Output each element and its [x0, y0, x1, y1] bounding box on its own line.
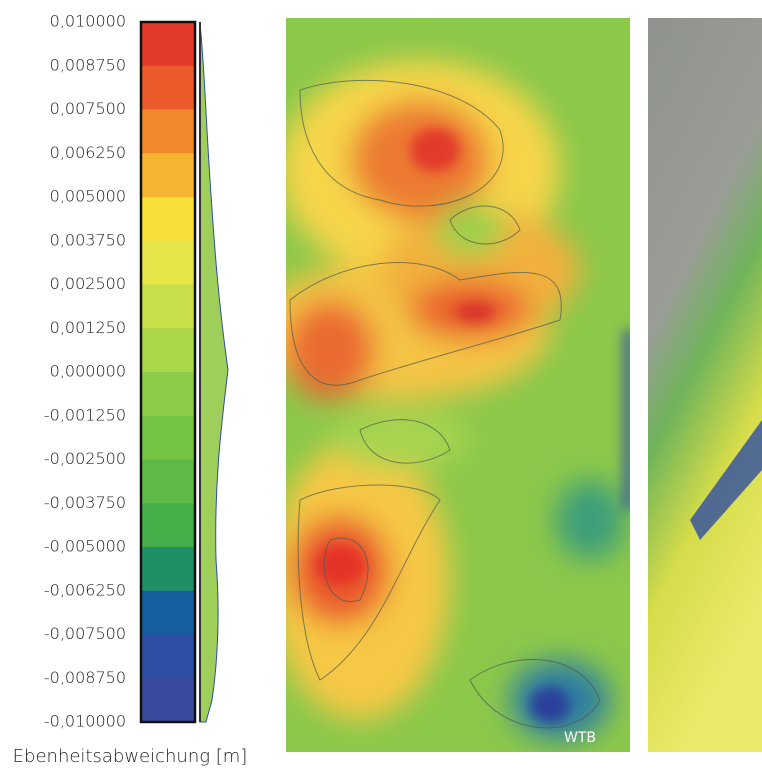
legend-label: 0,007500	[50, 99, 126, 118]
legend-label: 0,000000	[50, 362, 126, 381]
legend-label: -0,007500	[44, 624, 126, 643]
legend-label: 0,006250	[50, 143, 126, 162]
color-band	[141, 153, 195, 197]
legend-label: 0,002500	[50, 274, 126, 293]
figure: 0,010000 0,008750 0,007500 0,006250 0,005000…	[0, 0, 762, 769]
legend-label: -0,002500	[44, 449, 126, 468]
color-band	[141, 66, 195, 110]
color-band	[141, 547, 195, 591]
legend-label: 0,003750	[50, 230, 126, 249]
color-band	[141, 591, 195, 635]
color-band	[141, 110, 195, 154]
legend-label: -0,001250	[44, 405, 126, 424]
color-band	[141, 635, 195, 679]
color-band	[141, 416, 195, 460]
flatness-map	[250, 18, 632, 752]
legend-label: 0,001250	[50, 318, 126, 337]
legend-label: -0,008750	[44, 668, 126, 687]
legend-label: 0,005000	[50, 187, 126, 206]
legend-label: -0,003750	[44, 493, 126, 512]
color-band	[141, 372, 195, 416]
caption: Ebenheitsabweichung [m]	[13, 746, 248, 767]
color-band	[141, 503, 195, 547]
color-band	[141, 197, 195, 241]
color-band	[141, 241, 195, 285]
color-band	[141, 678, 195, 722]
legend-label: -0,010000	[44, 712, 126, 731]
color-band	[141, 328, 195, 372]
legend-label: -0,006250	[44, 580, 126, 599]
legend-label: 0,010000	[50, 12, 126, 31]
photo	[648, 18, 762, 752]
histogram	[200, 24, 228, 722]
color-band	[141, 22, 195, 66]
color-band	[141, 285, 195, 329]
legend-label: -0,005000	[44, 537, 126, 556]
colorbar: 0,010000 0,008750 0,007500 0,006250 0,005000…	[44, 12, 195, 731]
image-label: WTB	[564, 730, 596, 746]
legend-label: 0,008750	[50, 55, 126, 74]
color-band	[141, 460, 195, 504]
